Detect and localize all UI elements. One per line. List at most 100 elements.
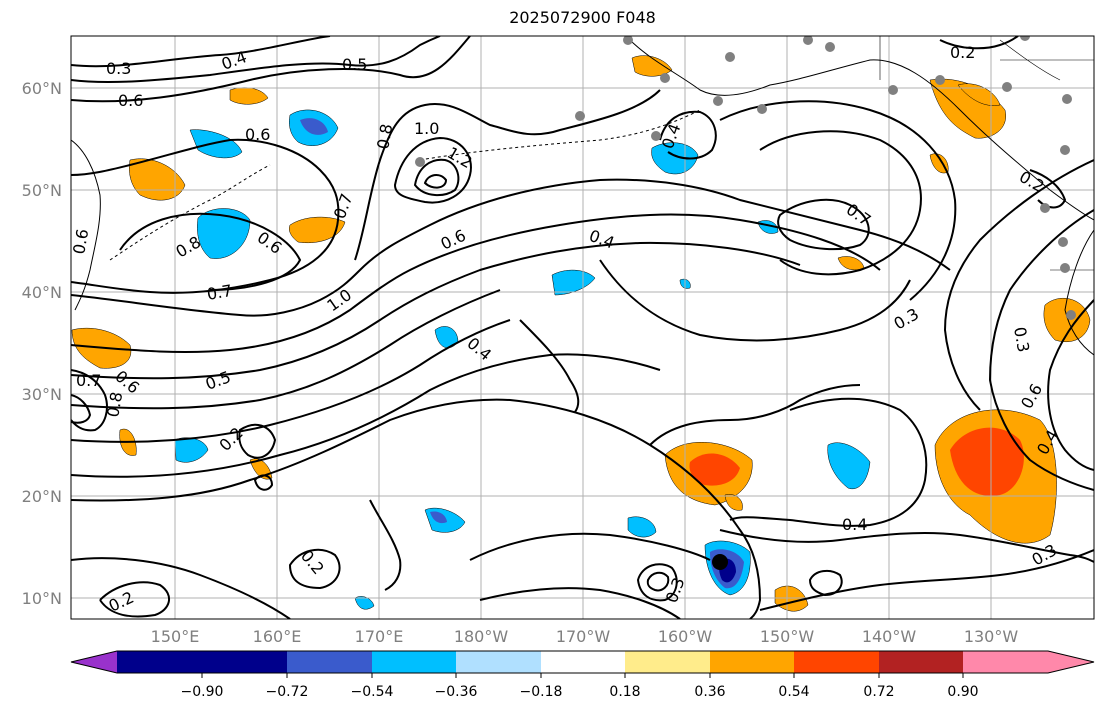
colorbar-tick-marks (201, 673, 964, 678)
anomaly-patch (689, 453, 740, 486)
contour-line (423, 174, 448, 189)
coastline-kamchatka (71, 139, 101, 311)
contour-label: 0.4 (842, 515, 867, 534)
anomaly-patch (837, 256, 865, 271)
contour-line (71, 369, 108, 432)
anomaly-patch (189, 129, 243, 159)
contour-line (646, 571, 670, 592)
colorbar-tick-label: −0.90 (181, 684, 224, 700)
contour-line (71, 213, 881, 354)
colorbar-segment (372, 651, 456, 673)
contour-line (71, 36, 471, 103)
anomaly-patch (950, 427, 1024, 496)
lat-label: 10°N (22, 589, 62, 608)
station-marker (575, 111, 585, 121)
colorbar-tick-label: −0.18 (520, 684, 563, 700)
station-marker (888, 85, 898, 95)
contour-line (939, 36, 1019, 50)
contour-line (393, 136, 472, 204)
colorbar-segment (71, 651, 117, 673)
lon-label: 150°E (151, 627, 200, 646)
contour-label: 1.0 (414, 119, 439, 138)
contour-line (71, 319, 511, 443)
contour-line (649, 384, 861, 446)
coastline-alaska (629, 39, 1094, 221)
contour-label: 0.3 (106, 59, 131, 78)
station-marker (1002, 82, 1012, 92)
colorbar-segment (202, 651, 287, 673)
contour-line (71, 241, 801, 380)
colorbar-tick-label: −0.36 (435, 684, 478, 700)
colorbar-tick-label: 0.90 (947, 684, 978, 700)
station-marker (651, 131, 661, 141)
lon-label: 170°W (556, 627, 611, 646)
contour-line (659, 110, 717, 160)
colorbar-tick-label: 0.72 (863, 684, 894, 700)
coastline-aleutians (419, 109, 701, 161)
anomaly-patch (627, 516, 657, 538)
contours (71, 36, 1094, 619)
station-marker (1040, 203, 1050, 213)
contour-line (413, 158, 460, 196)
contour-line (288, 548, 341, 590)
station-marker (1066, 310, 1076, 320)
contour-line (777, 198, 870, 251)
contour-line (988, 209, 1094, 491)
map-title: 2025072900 F048 (509, 8, 656, 27)
lon-label: 180°W (454, 627, 509, 646)
contour-label: 0.6 (69, 227, 92, 255)
contour-line (369, 499, 402, 591)
lat-label: 30°N (22, 385, 62, 404)
anomaly-patch (289, 216, 346, 243)
contour-line (719, 100, 957, 301)
contour-line (1047, 299, 1094, 471)
lon-label: 170°E (355, 627, 404, 646)
colorbar-segment (1048, 651, 1094, 673)
contour-line (99, 581, 170, 618)
contour-line (479, 587, 681, 619)
lat-label: 20°N (22, 487, 62, 506)
lat-axis-labels: 60°N 50°N 40°N 30°N 20°N 10°N (22, 79, 62, 608)
anomaly-patch (1043, 297, 1091, 343)
station-marker (713, 96, 723, 106)
contour-line (808, 569, 843, 597)
contour-line (719, 529, 1094, 563)
contour-line (759, 549, 1094, 611)
contour-line (71, 36, 331, 68)
colorbar: −0.90 −0.72 −0.54 −0.36 −0.18 0.18 0.36 … (70, 650, 1095, 700)
contour-line (71, 138, 340, 294)
contour-line (599, 259, 911, 342)
station-marker (1060, 263, 1070, 273)
station-marker (757, 104, 767, 114)
contour-label: 0.7 (76, 371, 101, 390)
shaded-anomalies (71, 55, 1091, 612)
lon-label: 150°W (760, 627, 815, 646)
contour-line (71, 398, 762, 619)
colorbar-tick-label: −0.72 (266, 684, 309, 700)
anomaly-patch (129, 158, 186, 201)
contour-label: 0.2 (1016, 167, 1048, 196)
coastline-na-west (1064, 229, 1094, 356)
contour-line (636, 563, 678, 602)
anomaly-patch (957, 83, 1001, 106)
station-marker (1020, 36, 1030, 41)
contour-line (71, 36, 441, 84)
contour-line (469, 532, 711, 561)
colorbar-outline (70, 650, 1095, 674)
contour-line (71, 557, 291, 619)
lon-label: 160°E (253, 627, 302, 646)
contour-label: 0.3 (662, 575, 689, 605)
contour-line (71, 289, 501, 410)
anomaly-patch (174, 437, 209, 463)
coastline-borders (879, 36, 1094, 271)
contour-line (71, 394, 92, 424)
colorbar-segment (287, 651, 372, 673)
contour-label: 0.6 (438, 226, 469, 254)
lat-label: 50°N (22, 181, 62, 200)
anomaly-patch (354, 596, 375, 610)
station-marker (935, 75, 945, 85)
contour-label: 0.7 (205, 281, 233, 304)
colorbar-segment (541, 651, 625, 673)
anomaly-patch (551, 269, 596, 296)
anomaly-patch (197, 208, 251, 259)
